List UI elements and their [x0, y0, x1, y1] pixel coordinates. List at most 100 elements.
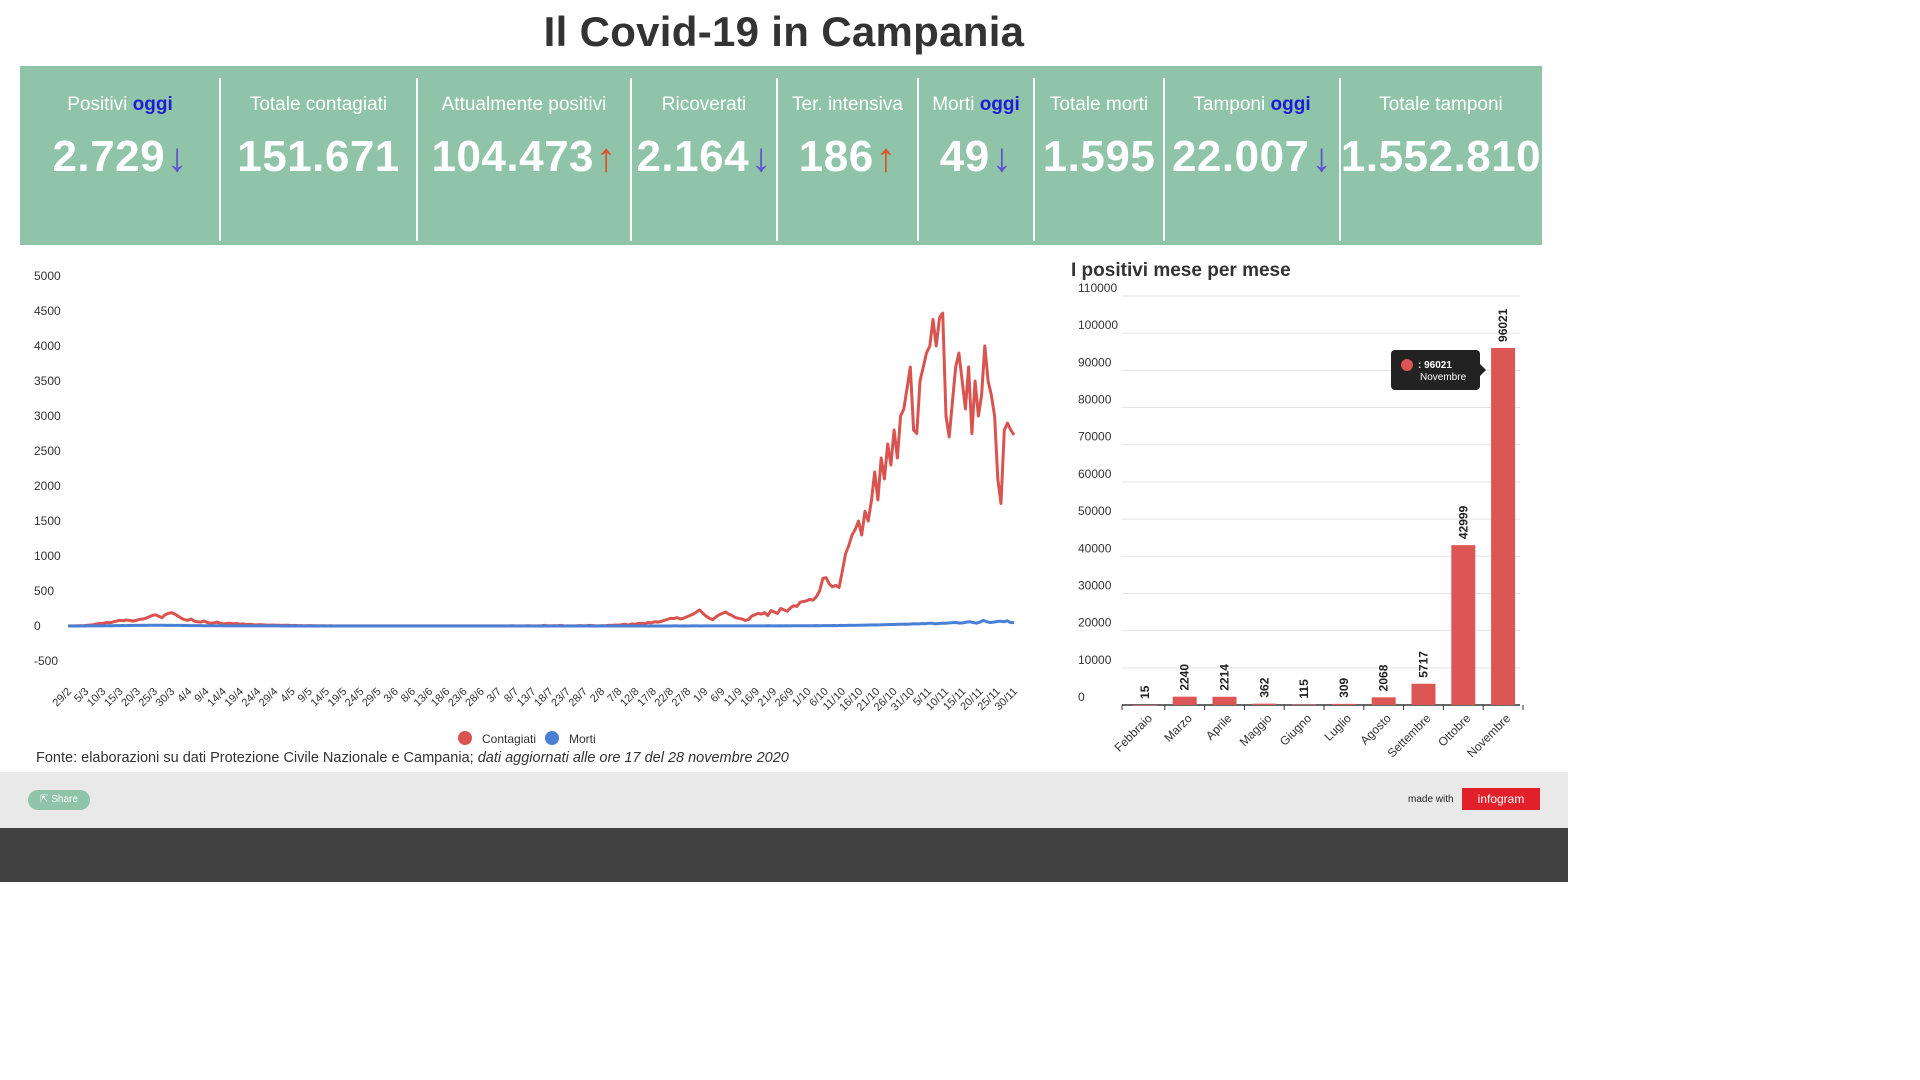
bar-y-tick-label: 0: [1078, 690, 1085, 704]
arrow-up-icon: ↑: [875, 136, 897, 180]
arrow-down-icon: ↓: [751, 136, 772, 180]
line-x-axis: 29/25/310/315/320/325/330/34/49/414/419/…: [50, 686, 1020, 714]
bar-value-label: 96021: [1496, 308, 1510, 342]
stat-label: Totale contagiati: [220, 94, 417, 116]
x-tick-label: 29/4: [257, 686, 281, 710]
stat-value-text: 186: [798, 132, 874, 181]
stat-label: Attualmente positivi: [417, 94, 631, 116]
y-tick-label: 2000: [34, 479, 61, 493]
bar-value-label: 2068: [1377, 664, 1391, 691]
bar-y-tick-label: 40000: [1078, 541, 1112, 555]
bar-value-label: 5717: [1417, 651, 1431, 678]
share-button[interactable]: ⇱ Share: [28, 790, 90, 810]
bar-value-label: 2240: [1178, 664, 1192, 691]
stat-label-text: Positivi: [67, 94, 128, 115]
stat-value: 104.473↑: [417, 132, 631, 182]
stat-divider: [776, 78, 778, 241]
bar: [1212, 696, 1237, 705]
stat-divider: [219, 78, 221, 241]
share-icon: ⇱: [40, 794, 49, 805]
bar-y-tick-label: 110000: [1078, 281, 1117, 295]
line-legend[interactable]: Contagiati Morti: [458, 731, 596, 746]
stat-value: 186↑: [777, 132, 918, 182]
stat-card: Ter. intensiva 186↑: [777, 66, 918, 245]
stat-label: Totale morti: [1034, 94, 1164, 116]
x-tick-label: 3/7: [485, 686, 504, 705]
bar-category-label: Settembre: [1385, 711, 1434, 760]
page-title: Il Covid-19 in Campania: [543, 8, 1025, 55]
stat-card: Positivi oggi 2.729↓: [20, 66, 220, 245]
legend-marker-contagiati: [458, 731, 472, 745]
stat-card: Ricoverati 2.164↓: [631, 66, 777, 245]
tooltip-marker: [1401, 359, 1413, 371]
bar-y-tick-label: 80000: [1078, 393, 1112, 407]
stat-label: Totale tamponi: [1340, 94, 1542, 116]
stat-divider: [416, 78, 418, 241]
bar-grid: 1100001000009000080000700006000050000400…: [1078, 281, 1520, 706]
stat-label-highlight: oggi: [979, 94, 1020, 115]
stats-banner: Positivi oggi 2.729↓ Totale contagiati 151.…: [20, 66, 1542, 245]
bar: [1371, 697, 1396, 705]
line-plot: [67, 311, 1016, 628]
bar-chart-title: I positivi mese per mese: [1071, 260, 1291, 281]
stat-value-text: 22.007: [1171, 132, 1310, 181]
series-line-morti: [68, 618, 1015, 628]
bar: [1292, 704, 1317, 706]
y-tick-label: -500: [34, 654, 58, 668]
stat-label-text: Totale contagiati: [249, 94, 388, 115]
bar-category-label: Aprile: [1203, 711, 1235, 743]
stat-value-text: 151.671: [237, 132, 400, 181]
stat-label-highlight: oggi: [132, 94, 173, 115]
x-tick-label: 3/6: [382, 686, 401, 705]
footer: ⇱ Share made with infogram: [0, 772, 1568, 828]
stat-divider: [1033, 78, 1035, 241]
x-tick-label: 4/4: [175, 686, 194, 705]
bar-category-label: Ottobre: [1435, 711, 1473, 749]
made-with-label: made with: [1408, 794, 1454, 805]
stat-value-text: 104.473: [431, 132, 595, 181]
bar-y-tick-label: 30000: [1078, 578, 1112, 592]
source-note: Fonte: elaborazioni su dati Protezione C…: [36, 750, 789, 766]
legend-label-contagiati: Contagiati: [482, 732, 536, 746]
bar: [1411, 683, 1436, 705]
stat-value-text: 1.552.810: [1340, 132, 1542, 181]
stat-divider: [1163, 78, 1165, 241]
source-prefix: Fonte: elaborazioni su dati Protezione C…: [36, 750, 474, 766]
y-tick-label: 3500: [34, 374, 61, 388]
stat-value: 2.164↓: [631, 132, 777, 182]
bar-category-label: Maggio: [1237, 711, 1275, 749]
infogram-logo[interactable]: infogram: [1462, 788, 1540, 810]
stat-value: 2.729↓: [20, 132, 220, 182]
arrow-down-icon: ↓: [167, 136, 188, 180]
bottom-bar: [0, 828, 1568, 882]
stat-label-text: Attualmente positivi: [441, 94, 607, 115]
stat-value-text: 2.164: [636, 132, 750, 181]
stat-card: Morti oggi 49↓: [918, 66, 1034, 245]
y-tick-label: 500: [34, 584, 54, 598]
bar-value-label: 309: [1337, 678, 1351, 698]
bar: [1451, 545, 1476, 705]
stat-label: Positivi oggi: [20, 94, 220, 116]
stat-card: Totale tamponi 1.552.810: [1340, 66, 1542, 245]
bar: [1172, 696, 1197, 705]
stat-label: Tamponi oggi: [1164, 94, 1340, 116]
arrow-down-icon: ↓: [1311, 136, 1333, 180]
bar: [1331, 703, 1356, 705]
y-tick-label: 5000: [34, 269, 61, 283]
bar-value-label: 15: [1138, 685, 1152, 699]
bar-series: 15 2240 2214 362 115 309 2068 5717 42999 96021: [1132, 308, 1516, 706]
x-tick-label: 29/2: [50, 686, 74, 710]
bar-category-label: Giugno: [1277, 711, 1314, 748]
y-tick-label: 4500: [34, 304, 61, 318]
stat-label-text: Morti: [932, 94, 975, 115]
line-y-axis: 5000450040003500300025002000150010005000…: [34, 269, 61, 668]
x-tick-label: 27/8: [670, 686, 694, 710]
legend-label-morti: Morti: [569, 732, 596, 746]
x-tick-label: 28/7: [566, 686, 590, 710]
series-line-contagiati: [67, 311, 1016, 628]
bar: [1132, 704, 1157, 706]
bar-chart: I positivi mese per mese 110000100000900…: [1071, 260, 1524, 760]
y-tick-label: 3000: [34, 409, 61, 423]
x-tick-label: 1/9: [691, 686, 710, 705]
